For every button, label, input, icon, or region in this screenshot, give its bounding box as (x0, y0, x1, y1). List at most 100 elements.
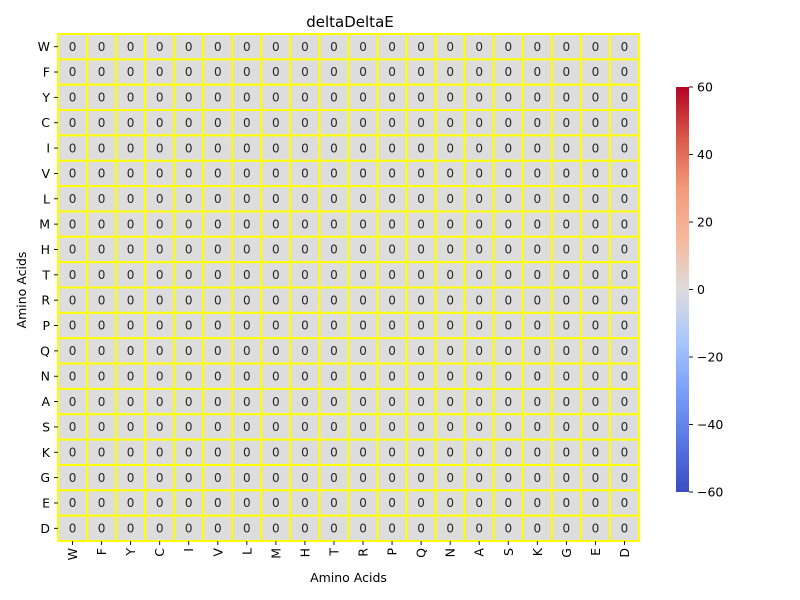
heatmap-cell (521, 387, 553, 416)
cell-value-label: 0 (592, 40, 600, 54)
heatmap-cell (492, 286, 524, 314)
cell-value-label: 0 (243, 369, 251, 383)
cell-value-label: 0 (156, 91, 164, 105)
heatmap-cell (57, 185, 89, 213)
cell-value-label: 0 (272, 268, 280, 282)
x-tick-label: K (530, 547, 545, 556)
cell-value-label: 0 (272, 344, 280, 358)
cell-value-label: 0 (185, 522, 193, 536)
cell-value-label: 0 (533, 217, 541, 231)
cell-value-label: 0 (446, 116, 454, 130)
heatmap-cell (86, 438, 118, 466)
cell-value-label: 0 (214, 268, 222, 282)
cell-value-label: 0 (127, 319, 135, 333)
cell-value-label: 0 (388, 167, 396, 181)
cell-value-label: 0 (533, 344, 541, 358)
cell-value-label: 0 (359, 116, 367, 130)
cell-value-label: 0 (301, 395, 309, 409)
cell-value-label: 0 (388, 40, 396, 54)
cell-value-label: 0 (417, 243, 425, 257)
cell-value-label: 0 (446, 217, 454, 231)
heatmap-cell (86, 185, 118, 213)
x-tick-label: H (297, 548, 312, 557)
cell-value-label: 0 (592, 522, 600, 536)
cell-value-label: 0 (301, 243, 309, 257)
cell-value-label: 0 (388, 445, 396, 459)
x-tick-label: L (239, 548, 254, 555)
cell-value-label: 0 (359, 141, 367, 155)
cell-value-label: 0 (127, 91, 135, 105)
heatmap-cell (492, 261, 524, 289)
cell-value-label: 0 (533, 141, 541, 155)
cell-value-label: 0 (98, 420, 106, 434)
cell-value-label: 0 (446, 65, 454, 79)
cell-value-label: 0 (388, 369, 396, 383)
cell-value-label: 0 (504, 268, 512, 282)
cell-value-label: 0 (446, 141, 454, 155)
cell-value-label: 0 (504, 319, 512, 333)
cell-value-label: 0 (388, 319, 396, 333)
cell-value-label: 0 (156, 445, 164, 459)
cell-value-label: 0 (272, 40, 280, 54)
cell-value-label: 0 (127, 167, 135, 181)
cell-value-label: 0 (533, 268, 541, 282)
cell-value-label: 0 (359, 65, 367, 79)
cell-value-label: 0 (214, 319, 222, 333)
heatmap-cell (550, 489, 582, 517)
cell-value-label: 0 (214, 116, 222, 130)
cell-value-label: 0 (475, 496, 483, 510)
x-tick-label: P (385, 548, 400, 556)
cell-value-label: 0 (98, 471, 106, 485)
cell-value-label: 0 (446, 344, 454, 358)
cell-value-label: 0 (592, 496, 600, 510)
cell-value-label: 0 (330, 40, 338, 54)
cell-value-label: 0 (127, 65, 135, 79)
cell-value-label: 0 (359, 471, 367, 485)
cell-value-label: 0 (446, 445, 454, 459)
colorbar: 60 40 20 0 −20 −40 −60 (676, 80, 723, 500)
cell-value-label: 0 (301, 369, 309, 383)
cell-value-label: 0 (446, 40, 454, 54)
cell-value-label: 0 (127, 217, 135, 231)
heatmap-cell (260, 235, 292, 264)
cell-value-label: 0 (156, 217, 164, 231)
cell-value-label: 0 (301, 445, 309, 459)
cell-value-label: 0 (504, 192, 512, 206)
cell-value-label: 0 (214, 344, 222, 358)
heatmap-cell (202, 185, 234, 213)
cell-value-label: 0 (563, 217, 571, 231)
y-tick-label: H (41, 242, 50, 257)
heatmap-cell (521, 286, 553, 314)
cell-value-label: 0 (621, 141, 629, 155)
cell-value-label: 0 (621, 445, 629, 459)
heatmap-cell (260, 438, 292, 466)
cell-value-label: 0 (214, 167, 222, 181)
cell-value-label: 0 (417, 167, 425, 181)
cell-value-label: 0 (301, 496, 309, 510)
cell-value-label: 0 (272, 496, 280, 510)
cell-value-label: 0 (475, 369, 483, 383)
cell-value-label: 0 (621, 167, 629, 181)
cell-value-label: 0 (301, 522, 309, 536)
cell-value-label: 0 (98, 344, 106, 358)
heatmap-cell (376, 286, 408, 314)
x-tick-label: C (152, 548, 167, 557)
cell-value-label: 0 (533, 471, 541, 485)
cell-value-label: 0 (127, 420, 135, 434)
heatmap-cell (115, 159, 147, 188)
cell-value-label: 0 (243, 268, 251, 282)
cell-value-label: 0 (504, 243, 512, 257)
heatmap-cell (579, 286, 611, 314)
cell-value-label: 0 (330, 116, 338, 130)
cell-value-label: 0 (621, 522, 629, 536)
cell-value-label: 0 (621, 192, 629, 206)
cell-value-label: 0 (127, 471, 135, 485)
heatmap-cell (202, 109, 234, 137)
cell-value-label: 0 (214, 293, 222, 307)
heatmap-cell (521, 33, 553, 61)
y-tick-label: M (39, 217, 50, 232)
heatmap-cell (608, 362, 641, 390)
cell-value-label: 0 (359, 243, 367, 257)
cell-value-label: 0 (533, 192, 541, 206)
cell-value-label: 0 (359, 293, 367, 307)
